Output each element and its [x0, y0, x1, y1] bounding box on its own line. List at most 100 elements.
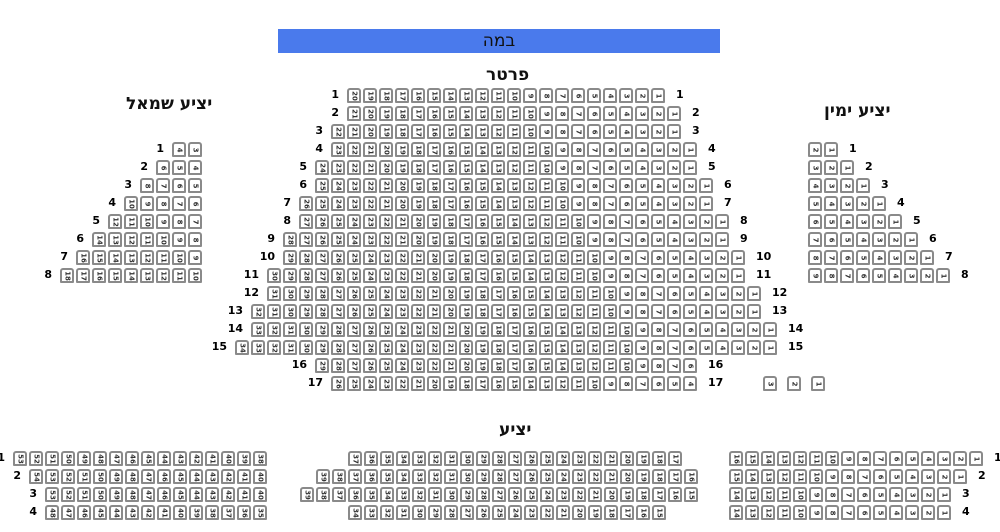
orchestra-row-15-seat-12[interactable]: 12 [587, 340, 601, 355]
balcony-left-row-3-seat-6[interactable]: 6 [172, 178, 186, 193]
orchestra-row-15-seat-27[interactable]: 27 [347, 340, 361, 355]
orchestra-row-16-seat-19[interactable]: 19 [475, 358, 489, 373]
orchestra-row-10-seat-14[interactable]: 14 [523, 250, 537, 265]
gallery-right-row-3-seat-12[interactable]: 12 [761, 487, 775, 502]
gallery-right-row-3-seat-10[interactable]: 10 [793, 487, 807, 502]
orchestra-row-7-seat-12[interactable]: 12 [523, 196, 537, 211]
gallery-center-row--seat-24[interactable]: 24 [556, 469, 570, 484]
gallery-right-row-3-seat-6[interactable]: 6 [857, 487, 871, 502]
orchestra-row-6-seat-8[interactable]: 8 [587, 178, 601, 193]
orchestra-row-3-seat-6[interactable]: 6 [587, 124, 601, 139]
orchestra-row-12-seat-25[interactable]: 25 [363, 286, 377, 301]
gallery-right-row-2-seat-3[interactable]: 3 [921, 469, 935, 484]
orchestra-row-7-seat-15[interactable]: 15 [475, 196, 489, 211]
orchestra-row-3-seat-7[interactable]: 7 [571, 124, 585, 139]
gallery-right-row-1-seat-4[interactable]: 4 [921, 451, 935, 466]
gallery-center-row--seat-30[interactable]: 30 [412, 505, 426, 520]
orchestra-row-5-seat-10[interactable]: 10 [539, 160, 553, 175]
orchestra-row-17-seat-22[interactable]: 22 [395, 376, 409, 391]
orchestra-row-16-seat-15[interactable]: 15 [539, 358, 553, 373]
orchestra-row-3-seat-15[interactable]: 15 [443, 124, 457, 139]
gallery-center-row--seat-31[interactable]: 31 [396, 505, 410, 520]
gallery-right-row-1-seat-7[interactable]: 7 [873, 451, 887, 466]
gallery-center-row--seat-28[interactable]: 28 [492, 469, 506, 484]
orchestra-row-12-seat-28[interactable]: 28 [315, 286, 329, 301]
orchestra-row-10-seat-22[interactable]: 22 [395, 250, 409, 265]
orchestra-row-12-seat-16[interactable]: 16 [507, 286, 521, 301]
gallery-right-row-4-seat-12[interactable]: 12 [761, 505, 775, 520]
orchestra-row-16-seat-27[interactable]: 27 [347, 358, 361, 373]
balcony-left-row-7-seat-16[interactable]: 16 [76, 250, 90, 265]
orchestra-row-1-seat-11[interactable]: 11 [491, 88, 505, 103]
gallery-center-row--seat-26[interactable]: 26 [508, 487, 522, 502]
gallery-right-row-2-seat-1[interactable]: 1 [953, 469, 967, 484]
gallery-left-row-3-seat-45[interactable]: 45 [173, 487, 187, 502]
orchestra-row-8-seat-23[interactable]: 23 [363, 214, 377, 229]
orchestra-row-7-seat-11[interactable]: 11 [539, 196, 553, 211]
orchestra-row-3-seat-3[interactable]: 3 [635, 124, 649, 139]
balcony-left-row-4-seat-6[interactable]: 6 [188, 196, 202, 211]
balcony-left-row-6-seat-12[interactable]: 12 [124, 232, 138, 247]
balcony-left-row-7-seat-11[interactable]: 11 [156, 250, 170, 265]
orchestra-row-10-seat-6[interactable]: 6 [651, 250, 665, 265]
gallery-left-row-1-seat-42[interactable]: 42 [189, 451, 203, 466]
orchestra-row-12-seat-27[interactable]: 27 [331, 286, 345, 301]
gallery-center-row--seat-23[interactable]: 23 [524, 505, 538, 520]
orchestra-row-13-seat-26[interactable]: 26 [347, 304, 361, 319]
orchestra-row-10-seat-2[interactable]: 2 [715, 250, 729, 265]
orchestra-row-5-seat-12[interactable]: 12 [507, 160, 521, 175]
orchestra-row-12-seat-29[interactable]: 29 [299, 286, 313, 301]
orchestra-row-3-seat-11[interactable]: 11 [507, 124, 521, 139]
orchestra-row-10-seat-29[interactable]: 29 [283, 250, 297, 265]
orchestra-row-9-seat-23[interactable]: 23 [363, 232, 377, 247]
balcony-right-row-3-seat-1[interactable]: 1 [856, 178, 870, 193]
gallery-left-row-3-seat-47[interactable]: 47 [141, 487, 155, 502]
orchestra-row-11-seat-1[interactable]: 1 [731, 268, 745, 283]
orchestra-row-5-seat-22[interactable]: 22 [347, 160, 361, 175]
orchestra-row-15-seat-18[interactable]: 18 [491, 340, 505, 355]
orchestra-row-13-seat-2[interactable]: 2 [731, 304, 745, 319]
orchestra-row-10-seat-11[interactable]: 11 [571, 250, 585, 265]
gallery-center-row--seat-32[interactable]: 32 [428, 451, 442, 466]
orchestra-row-5-seat-15[interactable]: 15 [459, 160, 473, 175]
gallery-left-row-2-seat-41[interactable]: 41 [237, 469, 251, 484]
gallery-center-row--seat-21[interactable]: 21 [556, 505, 570, 520]
orchestra-row-17-seat-21[interactable]: 21 [411, 376, 425, 391]
orchestra-row-16-seat-9[interactable]: 9 [635, 358, 649, 373]
orchestra-row-14-seat-4[interactable]: 4 [715, 322, 729, 337]
gallery-center-row--seat-35[interactable]: 35 [380, 469, 394, 484]
gallery-left-row-1-seat-45[interactable]: 45 [141, 451, 155, 466]
orchestra-row-1-seat-14[interactable]: 14 [443, 88, 457, 103]
orchestra-row-16-seat-14[interactable]: 14 [555, 358, 569, 373]
orchestra-row-6-seat-13[interactable]: 13 [507, 178, 521, 193]
orchestra-row-11-seat-16[interactable]: 16 [491, 268, 505, 283]
orchestra-row-7-seat-10[interactable]: 10 [555, 196, 569, 211]
orchestra-row-17-seat-2[interactable]: 2 [787, 376, 801, 391]
orchestra-row-14-seat-16[interactable]: 16 [523, 322, 537, 337]
gallery-center-row--seat-24[interactable]: 24 [540, 487, 554, 502]
gallery-right-row-4-seat-9[interactable]: 9 [809, 505, 823, 520]
orchestra-row-12-seat-19[interactable]: 19 [459, 286, 473, 301]
gallery-center-row--seat-17[interactable]: 17 [668, 451, 682, 466]
orchestra-row-8-seat-16[interactable]: 16 [475, 214, 489, 229]
orchestra-row-11-seat-5[interactable]: 5 [667, 268, 681, 283]
orchestra-row-7-seat-2[interactable]: 2 [683, 196, 697, 211]
orchestra-row-15-seat-31[interactable]: 31 [283, 340, 297, 355]
gallery-left-row-4-seat-48[interactable]: 48 [45, 505, 59, 520]
orchestra-row-9-seat-5[interactable]: 5 [651, 232, 665, 247]
gallery-left-row-1-seat-43[interactable]: 43 [173, 451, 187, 466]
orchestra-row-16-seat-10[interactable]: 10 [619, 358, 633, 373]
gallery-left-row-4-seat-44[interactable]: 44 [109, 505, 123, 520]
orchestra-row-9-seat-24[interactable]: 24 [347, 232, 361, 247]
gallery-center-row--seat-38[interactable]: 38 [316, 487, 330, 502]
orchestra-row-1-seat-8[interactable]: 8 [539, 88, 553, 103]
orchestra-row-8-seat-24[interactable]: 24 [347, 214, 361, 229]
orchestra-row-14-seat-29[interactable]: 29 [315, 322, 329, 337]
orchestra-row-7-seat-19[interactable]: 19 [411, 196, 425, 211]
gallery-left-row-4-seat-43[interactable]: 43 [125, 505, 139, 520]
gallery-right-row-1-seat-1[interactable]: 1 [969, 451, 983, 466]
orchestra-row-1-seat-17[interactable]: 17 [395, 88, 409, 103]
gallery-left-row-2-seat-52[interactable]: 52 [61, 469, 75, 484]
orchestra-row-5-seat-20[interactable]: 20 [379, 160, 393, 175]
orchestra-row-12-seat-15[interactable]: 15 [523, 286, 537, 301]
